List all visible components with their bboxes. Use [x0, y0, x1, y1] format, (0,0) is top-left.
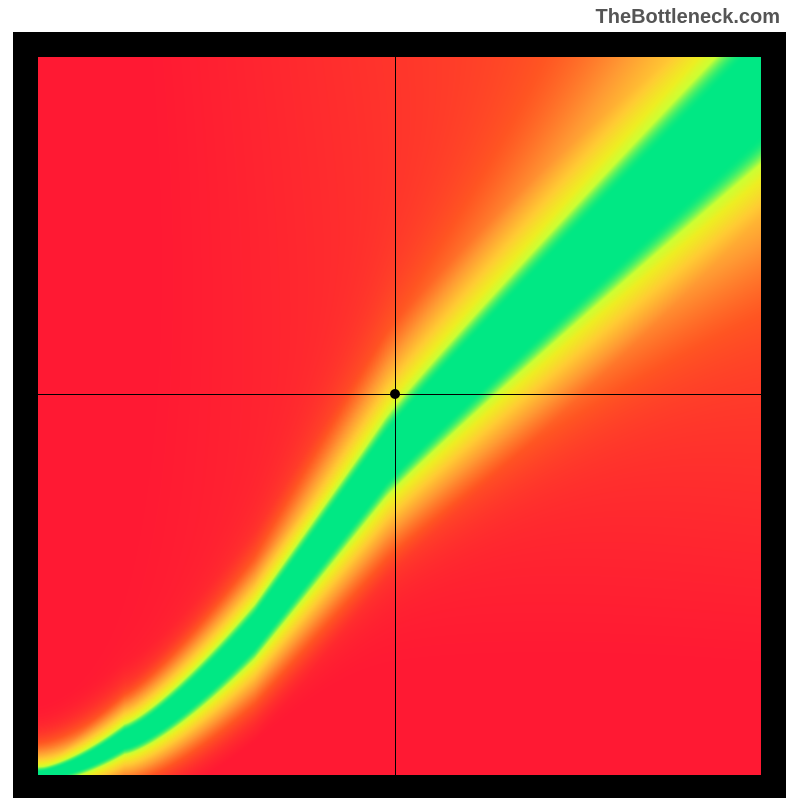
- bottleneck-heatmap: [38, 57, 761, 775]
- chart-plot-area: [38, 57, 761, 775]
- watermark-text: TheBottleneck.com: [596, 6, 780, 29]
- crosshair-vertical: [395, 57, 396, 775]
- chart-border: [13, 32, 786, 798]
